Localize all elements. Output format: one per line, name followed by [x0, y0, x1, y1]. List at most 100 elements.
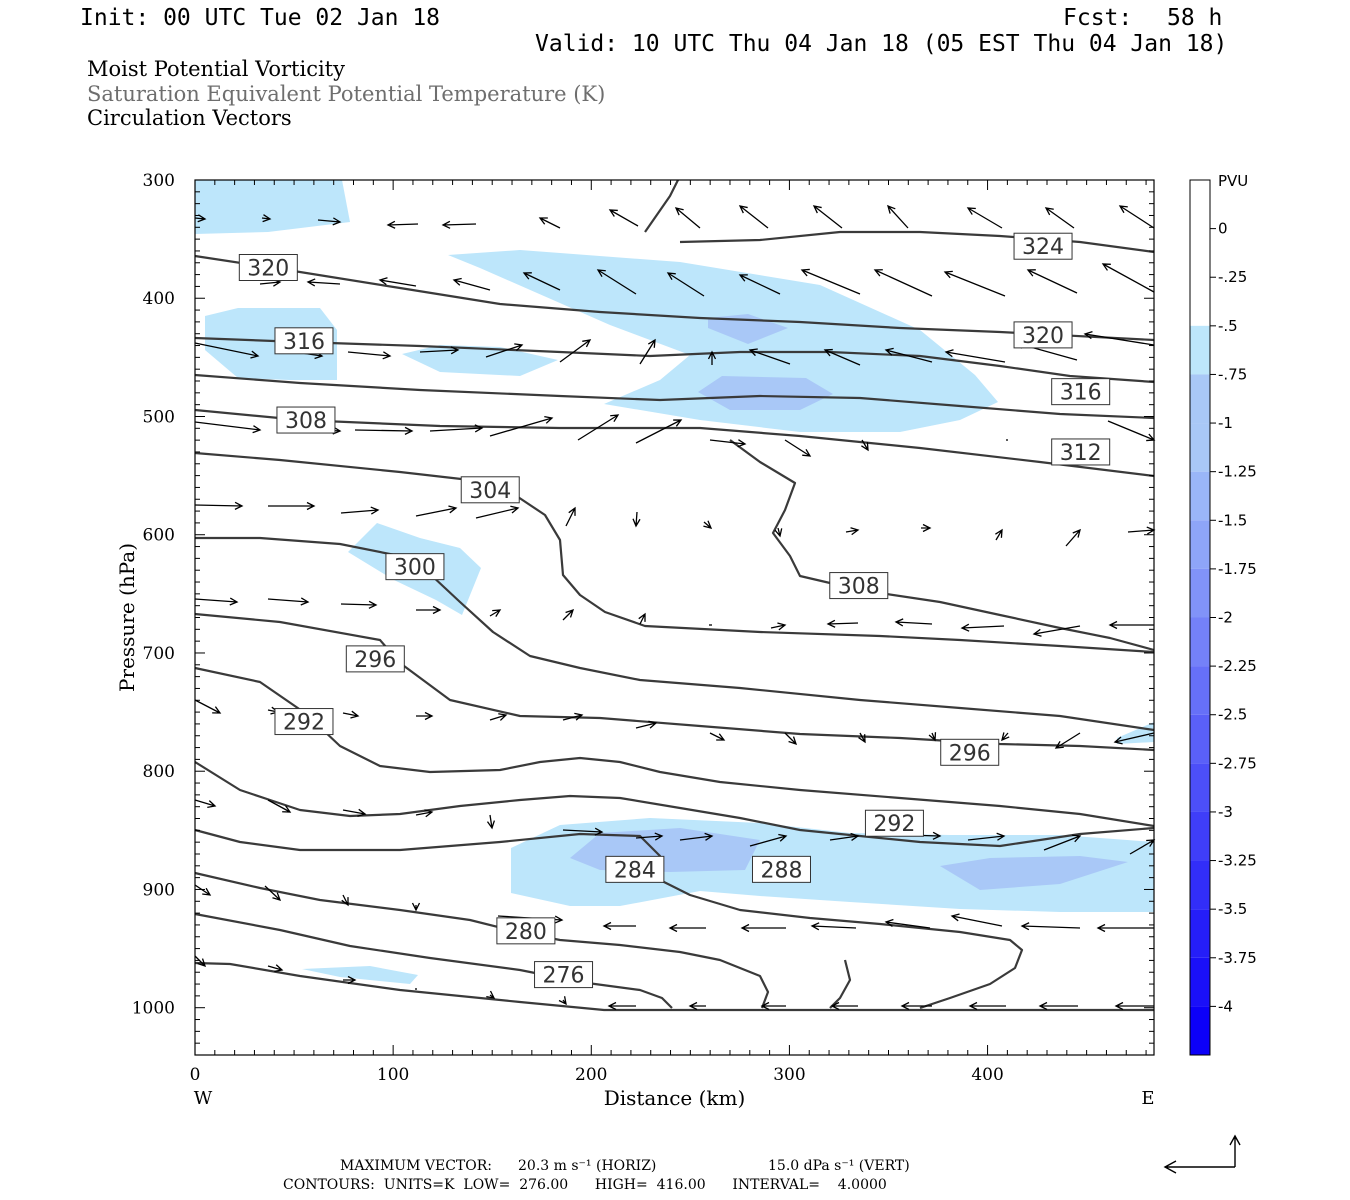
- circulation-vector: [194, 501, 244, 510]
- colorbar-level-label: -.75: [1218, 365, 1247, 383]
- circulation-vector: [968, 1001, 1006, 1011]
- circulation-vector: [749, 833, 788, 847]
- theta-es-contour-10: [194, 828, 1024, 1010]
- contour-label: 320: [247, 257, 289, 282]
- y-axis-title: Pressure (hPa): [115, 543, 139, 692]
- colorbar-level-label: -2.25: [1218, 657, 1257, 675]
- pv-region-strong-2: [698, 376, 833, 410]
- max-vector-horiz: 20.3 m s⁻¹ (HORIZ): [518, 1158, 657, 1174]
- colorbar-level-label: -.25: [1218, 268, 1247, 286]
- circulation-vector: [558, 996, 567, 1006]
- colorbar-level-label: -1.25: [1218, 463, 1257, 481]
- colorbar-level-label: -3.75: [1218, 949, 1257, 967]
- colorbar-level-label: 0: [1218, 220, 1228, 238]
- colorbar-swatch: [1190, 1006, 1210, 1055]
- colorbar-level-label: -1: [1218, 414, 1233, 432]
- circulation-vector: [638, 612, 646, 625]
- circulation-vector: [347, 351, 392, 360]
- pv-region-2: [448, 250, 998, 432]
- colorbar-swatch: [1190, 180, 1210, 229]
- forecast-hour: 58 h: [1167, 5, 1223, 31]
- field-title-pv: Moist Potential Vorticity: [87, 57, 345, 81]
- colorbar-swatch: [1190, 714, 1210, 764]
- contour-label-box: [534, 961, 594, 989]
- circulation-vector: [703, 520, 713, 529]
- circulation-vector: [666, 272, 705, 297]
- circulation-vector: [826, 619, 859, 628]
- contour-label-box: [1051, 438, 1111, 466]
- circulation-vector: [1118, 205, 1155, 229]
- circulation-vector: [559, 339, 592, 363]
- circulation-vector: [830, 1001, 858, 1011]
- theta-es-contour-16: [729, 439, 1155, 652]
- x-tick-label: 300: [773, 1065, 805, 1085]
- theta-es-contour-12: [194, 912, 673, 1009]
- circulation-vector: [688, 1001, 706, 1011]
- colorbar-swatch: [1190, 325, 1210, 375]
- circulation-vector: [784, 732, 798, 746]
- circulation-vectors: [194, 204, 1156, 1011]
- circulation-vector: [267, 964, 284, 973]
- contour-label: 280: [505, 920, 547, 945]
- circulation-vector: [342, 710, 360, 719]
- x-end-east: E: [1141, 1088, 1154, 1109]
- circulation-vector: [960, 623, 1005, 632]
- colorbar-level-label: -1.5: [1218, 511, 1247, 529]
- init-time: Init: 00 UTC Tue 02 Jan 18: [80, 5, 441, 31]
- theta-es-contour-15: [679, 230, 1155, 254]
- colorbar-swatch: [1190, 666, 1210, 715]
- circulation-vector: [452, 277, 491, 291]
- theta-es-contour-6: [195, 536, 1155, 732]
- contour-label: 288: [760, 858, 802, 883]
- field-title-theta: Saturation Equivalent Potential Temperat…: [87, 82, 606, 106]
- x-tick-label: 200: [575, 1065, 607, 1085]
- colorbar-swatch: [1190, 520, 1210, 569]
- colorbar-level-label: -2.5: [1218, 706, 1247, 724]
- circulation-vector: [921, 523, 932, 533]
- circulation-vector: [416, 605, 442, 615]
- contour-label-box: [274, 708, 334, 736]
- circulation-vector: [486, 814, 496, 830]
- circulation-vector: [709, 732, 726, 741]
- circulation-vector: [522, 272, 561, 291]
- circulation-vector: [489, 609, 502, 617]
- circulation-vector: [635, 720, 658, 729]
- colorbar-swatch: [1190, 860, 1210, 910]
- circulation-vector: [748, 348, 791, 365]
- circulation-vector: [264, 885, 282, 901]
- circulation-vector: [378, 277, 417, 287]
- circulation-vector: [740, 923, 786, 933]
- max-vector-vert: 15.0 dPa s⁻¹ (VERT): [768, 1158, 910, 1174]
- y-tick-label: 300: [143, 171, 175, 191]
- contour-label: 292: [873, 812, 915, 837]
- circulation-vector: [194, 342, 260, 359]
- colorbar-swatch: [1190, 568, 1210, 618]
- contour-label: 276: [543, 964, 585, 989]
- theta-es-contour-1: [194, 254, 1155, 342]
- circulation-vector: [823, 348, 861, 366]
- circulation-vector: [774, 527, 783, 538]
- circulation-vector: [1054, 732, 1081, 749]
- circulation-vector: [784, 439, 812, 457]
- contour-label: 312: [1060, 441, 1102, 466]
- circulation-vector: [577, 414, 620, 441]
- field-title-vectors: Circulation Vectors: [87, 106, 292, 130]
- contour-label: 320: [1022, 324, 1064, 349]
- circulation-vector: [1113, 732, 1155, 745]
- circulation-vector: [738, 205, 769, 229]
- contour-label: 316: [1060, 381, 1102, 406]
- circulation-vector: [341, 894, 349, 907]
- circulation-vector: [562, 712, 584, 721]
- contour-label: 296: [354, 648, 396, 673]
- circulation-vector: [1032, 625, 1081, 637]
- circulation-vector: [489, 415, 554, 437]
- max-vector-label: MAXIMUM VECTOR:: [340, 1158, 492, 1174]
- contour-info: CONTOURS: UNITS=K LOW= 276.00 HIGH= 416.…: [283, 1177, 887, 1193]
- circulation-vector: [429, 424, 484, 433]
- contour-label-box: [276, 406, 336, 434]
- circulation-vector: [1043, 834, 1082, 851]
- colorbar-level-label: -4: [1218, 997, 1233, 1015]
- circulation-vector: [419, 346, 460, 355]
- circulation-vector: [894, 618, 933, 627]
- circulation-vector: [194, 955, 207, 968]
